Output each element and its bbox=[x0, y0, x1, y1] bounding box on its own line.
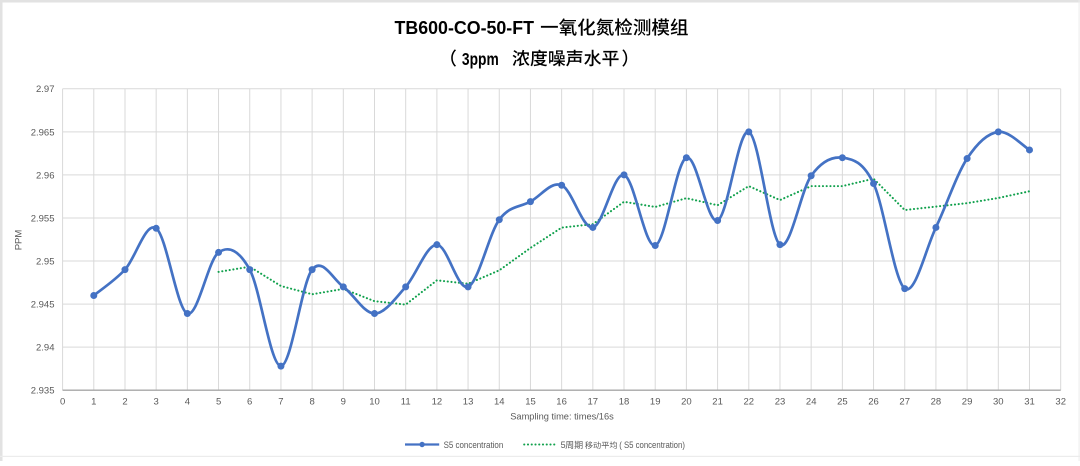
svg-text:14: 14 bbox=[494, 396, 505, 407]
svg-text:2.965: 2.965 bbox=[31, 127, 55, 138]
svg-text:23: 23 bbox=[775, 396, 786, 407]
svg-text:28: 28 bbox=[931, 396, 942, 407]
svg-text:25: 25 bbox=[837, 396, 848, 407]
svg-text:22: 22 bbox=[744, 396, 755, 407]
svg-text:2.94: 2.94 bbox=[36, 343, 55, 354]
svg-text:2: 2 bbox=[122, 396, 127, 407]
svg-text:13: 13 bbox=[463, 396, 474, 407]
svg-text:17: 17 bbox=[588, 396, 599, 407]
svg-text:TB600-CO-50-FT: TB600-CO-50-FT bbox=[395, 18, 535, 38]
svg-text:4: 4 bbox=[185, 396, 190, 407]
svg-text:31: 31 bbox=[1024, 396, 1035, 407]
svg-text:2.95: 2.95 bbox=[36, 256, 55, 267]
svg-text:S5 concentration: S5 concentration bbox=[444, 440, 504, 451]
svg-text:20: 20 bbox=[681, 396, 692, 407]
svg-text:2.945: 2.945 bbox=[31, 300, 55, 311]
svg-text:3ppm: 3ppm bbox=[462, 50, 499, 69]
svg-text:2.935: 2.935 bbox=[31, 386, 55, 397]
svg-text:2.96: 2.96 bbox=[36, 170, 55, 181]
svg-text:5: 5 bbox=[216, 396, 221, 407]
svg-text:2.97: 2.97 bbox=[36, 84, 55, 95]
svg-text:11: 11 bbox=[401, 396, 411, 407]
svg-text:18: 18 bbox=[619, 396, 630, 407]
svg-text:32: 32 bbox=[1055, 396, 1066, 407]
svg-text:24: 24 bbox=[806, 396, 817, 407]
svg-text:8: 8 bbox=[309, 396, 314, 407]
svg-text:0: 0 bbox=[60, 396, 65, 407]
svg-text:29: 29 bbox=[962, 396, 973, 407]
svg-text:3: 3 bbox=[154, 396, 159, 407]
svg-text:2.955: 2.955 bbox=[31, 213, 55, 224]
svg-text:16: 16 bbox=[556, 396, 567, 407]
svg-text:1: 1 bbox=[91, 396, 96, 407]
svg-text:27: 27 bbox=[899, 396, 910, 407]
svg-text:30: 30 bbox=[993, 396, 1004, 407]
svg-text:7: 7 bbox=[278, 396, 283, 407]
svg-text:( S5 concentration): ( S5 concentration) bbox=[619, 440, 685, 451]
svg-text:19: 19 bbox=[650, 396, 661, 407]
svg-text:12: 12 bbox=[432, 396, 443, 407]
svg-text:9: 9 bbox=[341, 396, 346, 407]
svg-text:Sampling time: times/16s: Sampling time: times/16s bbox=[510, 411, 614, 422]
svg-text:15: 15 bbox=[525, 396, 536, 407]
svg-text:10: 10 bbox=[369, 396, 380, 407]
svg-text:PPM: PPM bbox=[14, 230, 25, 251]
svg-text:26: 26 bbox=[868, 396, 879, 407]
svg-text:6: 6 bbox=[247, 396, 252, 407]
svg-text:5: 5 bbox=[561, 440, 566, 450]
svg-text:21: 21 bbox=[712, 396, 723, 407]
